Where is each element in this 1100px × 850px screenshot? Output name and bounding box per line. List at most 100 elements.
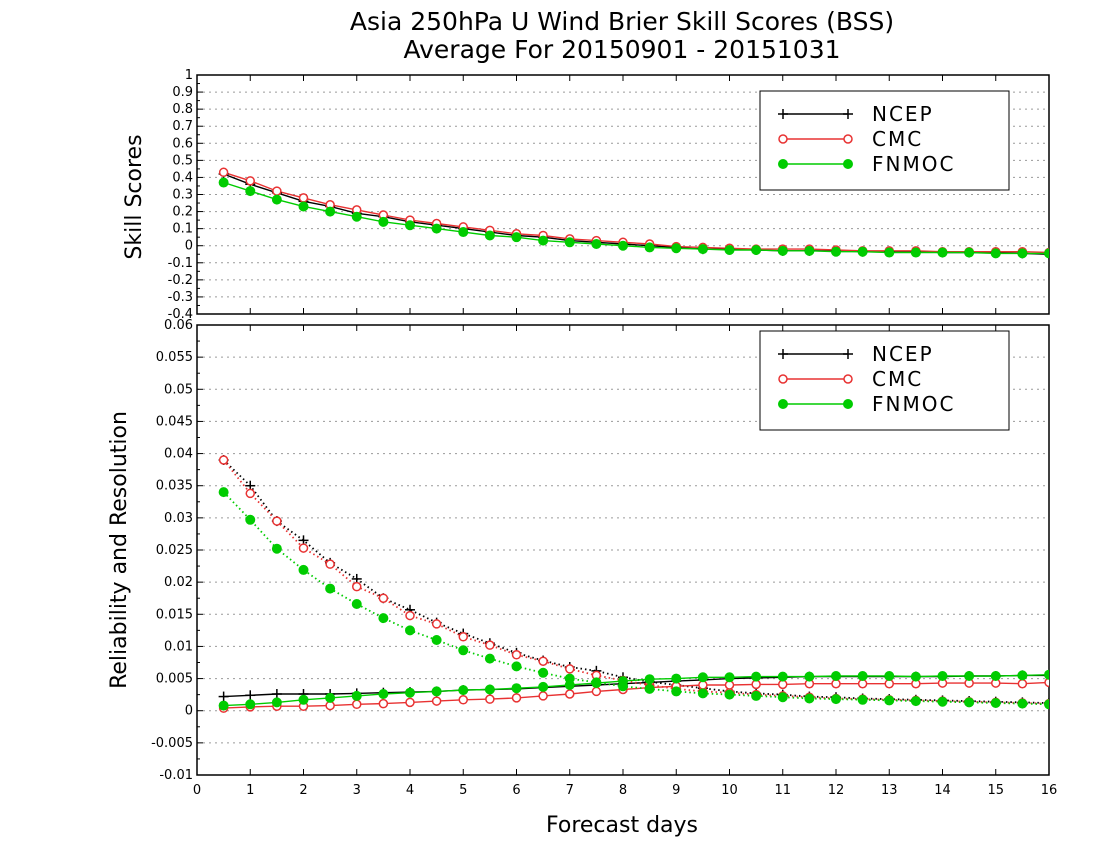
- bottom-point-fnmoc-reliability: [990, 698, 1001, 708]
- bottom-point-cmc-reliability: [431, 619, 442, 629]
- bottom-point-fnmoc-reliability: [1044, 699, 1049, 710]
- bottom-point-fnmoc-reliability: [751, 690, 762, 701]
- x-axis-label: Forecast days: [546, 813, 698, 838]
- bottom-point-ncep-resolution: [245, 690, 256, 701]
- bottom-y-tick-label: 0.015: [156, 607, 193, 622]
- top-y-tick-label: -0.3: [168, 290, 193, 305]
- x-tick-label: 8: [619, 783, 627, 798]
- top-point-fnmoc: [618, 240, 628, 251]
- x-tick-label: 5: [459, 783, 467, 798]
- bottom-point-fnmoc-reliability: [511, 661, 522, 672]
- bottom-point-fnmoc-reliability: [884, 695, 895, 706]
- x-tick-label: 10: [721, 783, 738, 798]
- bottom-point-fnmoc-reliability: [271, 543, 282, 554]
- bottom-series-line-fnmoc-reliability: [222, 491, 1049, 706]
- bottom-point-fnmoc-resolution: [937, 671, 948, 681]
- bottom-point-fnmoc-reliability: [538, 667, 549, 678]
- top-y-tick-label: 0.7: [172, 119, 193, 134]
- top-legend-marker: [778, 159, 788, 169]
- x-tick-label: 16: [1041, 783, 1058, 798]
- top-point-fnmoc: [1044, 248, 1049, 259]
- top-point-fnmoc: [857, 246, 868, 257]
- top-point-fnmoc: [564, 237, 575, 248]
- bottom-point-cmc-resolution: [378, 698, 389, 709]
- bottom-point-fnmoc-resolution: [484, 684, 495, 695]
- bottom-series-group: [218, 455, 1049, 713]
- top-point-fnmoc: [910, 247, 921, 258]
- bottom-point-fnmoc-reliability: [458, 645, 469, 656]
- bottom-point-fnmoc-reliability: [910, 696, 921, 707]
- bottom-y-tick-label: 0.005: [156, 672, 193, 687]
- bottom-point-fnmoc-resolution: [751, 671, 762, 682]
- bottom-legend-marker: [843, 349, 853, 359]
- bottom-legend-label-fnmoc: FNMOC: [872, 392, 955, 416]
- bottom-legend-box: [759, 330, 1010, 431]
- bottom-series-line-cmc-reliability: [222, 459, 1049, 705]
- bottom-point-cmc-reliability: [538, 656, 548, 666]
- bottom-y-tick-label: 0.025: [156, 543, 193, 558]
- top-y-tick-label: 0.1: [172, 222, 193, 237]
- top-point-fnmoc: [697, 244, 708, 255]
- top-series-group: [218, 167, 1049, 260]
- top-point-fnmoc: [804, 245, 815, 256]
- top-legend-box: [759, 90, 1010, 191]
- top-point-cmc: [218, 167, 229, 178]
- bottom-point-fnmoc-reliability: [245, 514, 256, 525]
- bottom-legend-marker: [843, 399, 853, 409]
- bottom-y-tick-label: 0: [185, 704, 193, 719]
- x-tick-label: 4: [406, 783, 414, 798]
- bottom-point-fnmoc-resolution: [857, 671, 868, 681]
- bottom-y-tick-label: 0.04: [164, 447, 193, 462]
- bottom-y-tick-label: 0.02: [164, 575, 193, 590]
- x-tick-label: 3: [353, 783, 361, 798]
- x-tick-label: 2: [299, 783, 307, 798]
- top-legend-marker: [778, 109, 788, 119]
- bottom-point-fnmoc-resolution: [378, 689, 389, 699]
- bottom-point-fnmoc-resolution: [644, 674, 655, 685]
- bottom-point-cmc-reliability: [405, 610, 415, 621]
- bottom-point-cmc-reliability: [218, 455, 229, 465]
- bottom-point-fnmoc-resolution: [591, 678, 602, 689]
- top-point-fnmoc: [538, 235, 549, 246]
- top-point-fnmoc: [990, 248, 1001, 259]
- bottom-point-cmc-reliability: [378, 593, 389, 603]
- bottom-legend-marker: [778, 374, 788, 384]
- top-y-tick-label: -0.2: [168, 273, 193, 288]
- bottom-point-fnmoc-resolution: [271, 697, 282, 708]
- bottom-point-fnmoc-reliability: [218, 487, 229, 498]
- bottom-point-fnmoc-resolution: [511, 683, 522, 694]
- top-legend-label-fnmoc: FNMOC: [872, 152, 955, 176]
- top-point-fnmoc: [1017, 248, 1028, 259]
- bottom-point-fnmoc-resolution: [458, 685, 469, 696]
- bottom-point-fnmoc-resolution: [564, 680, 575, 690]
- bottom-point-fnmoc-resolution: [538, 681, 549, 692]
- bottom-y-tick-label: 0.01: [164, 639, 193, 654]
- bottom-legend-marker: [778, 349, 788, 359]
- top-point-fnmoc: [271, 194, 282, 205]
- bottom-point-fnmoc-resolution: [804, 671, 815, 682]
- bottom-point-fnmoc-reliability: [804, 693, 815, 704]
- top-legend-label-ncep: NCEP: [872, 102, 934, 126]
- bottom-point-fnmoc-reliability: [298, 564, 309, 575]
- bottom-point-fnmoc-reliability: [724, 689, 735, 700]
- top-point-fnmoc: [431, 223, 442, 234]
- top-point-fnmoc: [884, 247, 895, 258]
- bottom-plot-frame: [196, 324, 1050, 776]
- bottom-point-ncep-resolution: [271, 689, 282, 699]
- bottom-legend-label-ncep: NCEP: [872, 342, 934, 366]
- bottom-point-cmc-resolution: [405, 697, 415, 708]
- top-point-fnmoc: [405, 220, 415, 231]
- bottom-y-tick-label: 0.05: [164, 382, 193, 397]
- bottom-point-cmc-resolution: [591, 686, 602, 697]
- bottom-series-line-ncep-reliability: [222, 459, 1049, 704]
- top-point-cmc: [298, 193, 309, 203]
- top-y-tick-label: 1: [185, 68, 193, 83]
- bottom-y-tick-label: -0.01: [159, 768, 193, 783]
- x-tick-label: 12: [828, 783, 845, 798]
- bottom-point-ncep-resolution: [218, 691, 229, 702]
- bottom-point-fnmoc-reliability: [937, 696, 948, 707]
- top-y-tick-label: 0.5: [172, 153, 193, 168]
- bottom-point-fnmoc-resolution: [910, 671, 921, 682]
